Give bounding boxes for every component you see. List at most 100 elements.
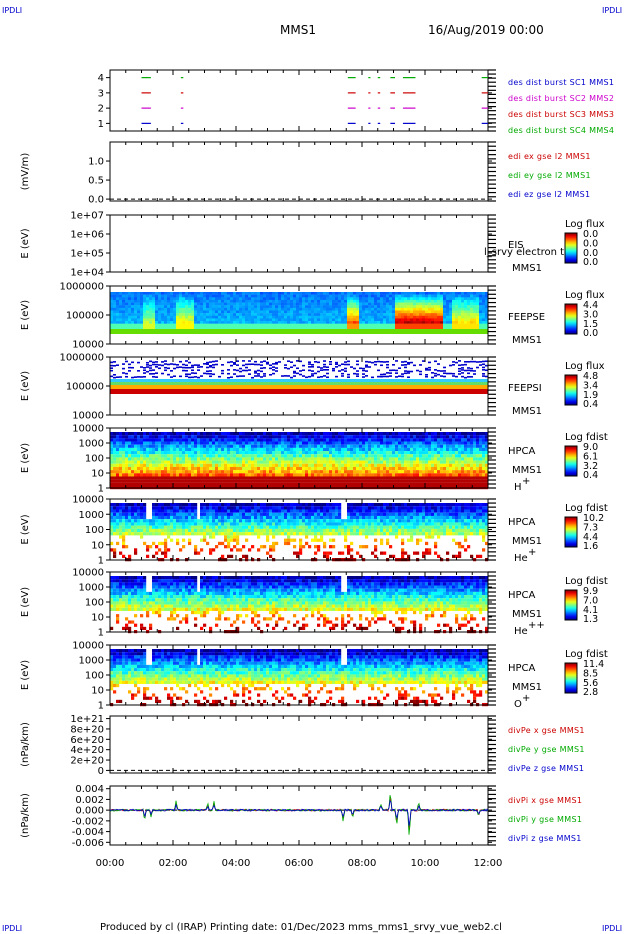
feepsi-orange-band [374,385,378,389]
hpca_h-cell [338,479,342,483]
feepsi-speckle [206,366,209,369]
hpca_h-cell [125,470,129,474]
feepse-cell [149,315,153,319]
panel-burst-legend-entry: des dist burst SC1 MMS1 [508,78,614,87]
feepse-cell [272,297,276,301]
feepse-cell [296,315,300,319]
feepsi-speckle [197,369,200,371]
hpca_h-cell [215,470,219,474]
hpca_h-cell [302,463,306,467]
hpca_h-cell [248,447,252,452]
feepse-cell [128,321,132,324]
hpca_h-cell [335,444,339,448]
panel-eis-colorbar-title: Log flux [565,219,605,230]
hpca_h-cell [293,438,297,442]
feepsi-green-band [152,382,156,385]
hpca_h-cell [206,447,210,452]
hpca_h-cell [386,482,390,487]
hpca_h-cell [248,470,252,474]
hpca_h-cell [146,441,150,445]
feepse-cell [371,321,375,324]
feepse-cell [212,294,216,298]
hpca_h-cell [206,457,210,461]
hpca_h-cell [164,451,168,455]
feepse-cell [200,323,204,327]
feepse-cell [191,294,195,298]
hpca_h-cell [179,470,183,474]
feepse-cell [275,318,279,322]
feepsi-green-band [305,382,309,385]
hpca_h-cell [119,482,123,487]
feepsi-speckle [248,363,251,366]
panel-eis-overlay-text: l_srvy electron to [484,247,570,258]
feepsi-orange-band [389,385,393,389]
hpca_h-cell [305,435,309,439]
feepsi-green-band [212,382,216,385]
hpca_h-cell [266,432,270,436]
hpca_h-cell [227,438,231,442]
feepse-cell [164,323,168,327]
page-title: MMS1 [280,23,316,37]
hpca_h-cell [227,482,231,487]
feepse-cell [410,292,414,295]
hpca_h-cell [218,482,222,487]
hpca_h-cell [317,432,321,436]
feepse-cell [485,297,489,301]
feepse-cell [215,313,219,316]
panel-burst-ytick-label: 2 [98,104,104,115]
feepse-cell [410,294,414,298]
feepse-cell [446,313,450,316]
hpca_h-cell [377,482,381,487]
feepsi-cyan-band [284,379,288,382]
feepse-cell [233,307,237,311]
feepsi-speckle [377,360,380,363]
feepsi-speckle [158,367,161,370]
hpca_h-cell [293,479,297,483]
hpca_h-cell [131,473,135,477]
feepse-cell [263,302,267,306]
hpca_h-cell [179,435,183,439]
feepsi-speckle [245,369,248,372]
feepsi-speckle [440,370,443,372]
feepse-cell [341,326,345,330]
feepse-cell [269,297,273,301]
feepse-cell [287,292,291,295]
feepse-cell [284,305,288,309]
feepsi-orange-band [479,385,483,389]
feepsi-speckle [350,366,353,368]
feepsi-cyan-band [323,379,327,382]
panel-eis-ytick-label: 1e+07 [70,211,104,222]
feepse-cell [128,315,132,319]
feepse-cell [335,299,339,303]
feepsi-speckle [266,363,269,365]
feepsi-red-band [386,389,390,394]
panel-eis-colorbar-value: 0.0 [583,248,598,259]
hpca_h-cell [215,438,219,442]
feepse-cell [293,292,297,295]
hpca_h-cell [242,441,246,445]
feepsi-cyan-band [149,379,153,382]
hpca_h-cell [158,438,162,442]
feepsi-orange-band [269,385,273,389]
panel-feepsi-colorbar-value: 1.9 [583,390,598,401]
feepsi-orange-band [302,385,306,389]
hpca_h-cell [191,479,195,483]
feepse-cell [140,294,144,298]
feepse-cell [233,302,237,306]
panel-feepse-colorbar-value: 1.5 [583,319,598,330]
hpca_h-cell [236,473,240,477]
feepse-cell [386,307,390,311]
feepse-cell [206,310,210,314]
hpca_h-cell [395,457,399,461]
hpca_h-cell [218,466,222,471]
feepse-cell [302,313,306,316]
hpca_h-cell [365,460,369,464]
feepsi-speckle [164,369,167,372]
hpca_h-cell [140,479,144,483]
hpca_h-cell [122,451,126,455]
hpca_h-cell [305,473,309,477]
hpca_h-cell [287,470,291,474]
hpca_h-cell [320,438,324,442]
feepsi-speckle [191,376,194,379]
feepsi-green-band [170,382,174,385]
